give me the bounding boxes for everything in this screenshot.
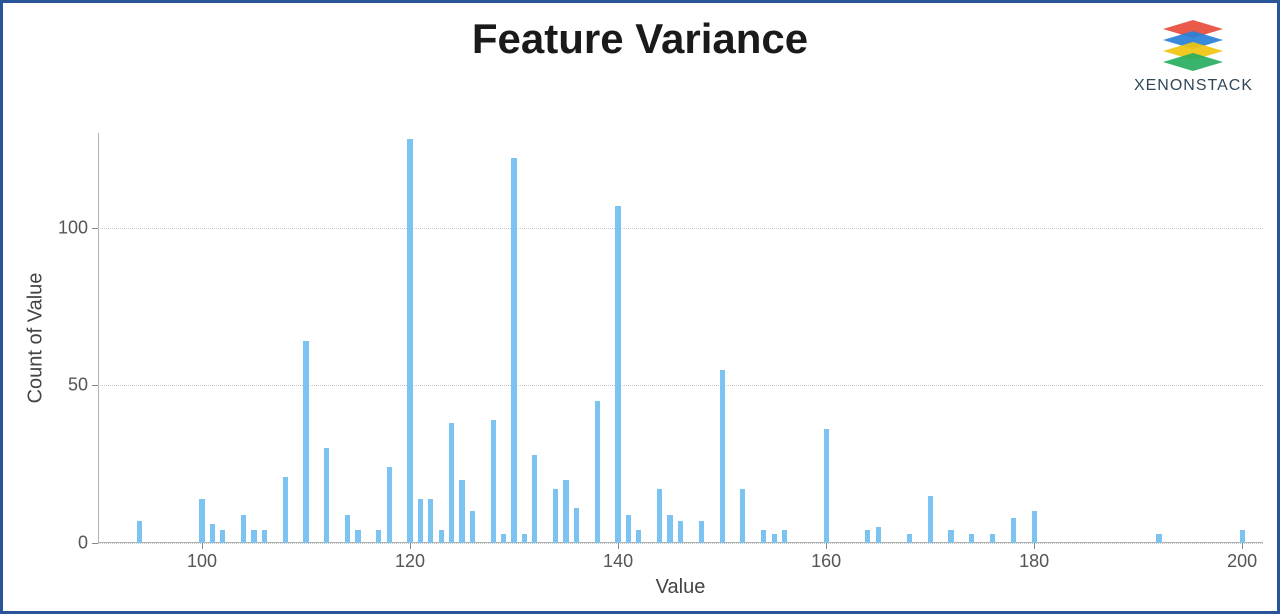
bar <box>1156 534 1161 543</box>
bar <box>740 489 745 543</box>
bar <box>636 530 641 543</box>
bar <box>907 534 912 543</box>
x-tick-mark <box>618 543 619 549</box>
x-tick-label: 100 <box>187 551 217 572</box>
y-axis-title: Count of Value <box>25 273 48 404</box>
brand-logo: XENONSTACK <box>1134 17 1253 95</box>
x-tick-mark <box>1242 543 1243 549</box>
y-axis-line <box>98 133 99 543</box>
y-tick-label: 50 <box>68 375 88 396</box>
bar <box>501 534 506 543</box>
bar <box>449 423 454 543</box>
bar <box>262 530 267 543</box>
x-tick-mark <box>826 543 827 549</box>
x-tick-label: 180 <box>1019 551 1049 572</box>
bar <box>532 455 537 543</box>
bar <box>407 139 412 543</box>
bar <box>761 530 766 543</box>
y-tick-label: 0 <box>78 533 88 554</box>
x-axis-title: Value <box>656 576 706 599</box>
plot-area: Count of Value Value 0501001001201401601… <box>98 133 1263 543</box>
bar <box>251 530 256 543</box>
bar <box>439 530 444 543</box>
bar <box>470 511 475 543</box>
bar <box>1011 518 1016 543</box>
bar <box>283 477 288 543</box>
bar <box>772 534 777 543</box>
bar <box>241 515 246 543</box>
y-tick-mark <box>92 543 98 544</box>
bar <box>199 499 204 543</box>
x-tick-mark <box>202 543 203 549</box>
x-tick-label: 140 <box>603 551 633 572</box>
x-tick-label: 160 <box>811 551 841 572</box>
bar <box>355 530 360 543</box>
bar <box>615 206 620 543</box>
bar <box>1032 511 1037 543</box>
bar <box>824 429 829 543</box>
grid-line <box>98 228 1263 229</box>
bar <box>626 515 631 543</box>
bar <box>595 401 600 543</box>
bar <box>210 524 215 543</box>
x-tick-mark <box>1034 543 1035 549</box>
bar <box>303 341 308 543</box>
bar <box>782 530 787 543</box>
grid-line <box>98 543 1263 544</box>
bar <box>137 521 142 543</box>
bar <box>657 489 662 543</box>
bar <box>522 534 527 543</box>
bar <box>428 499 433 543</box>
y-tick-mark <box>92 228 98 229</box>
bar <box>948 530 953 543</box>
bar <box>491 420 496 543</box>
chart-frame: Feature Variance XENONSTACK Count of Val… <box>0 0 1280 614</box>
bar <box>459 480 464 543</box>
bar <box>865 530 870 543</box>
bar <box>418 499 423 543</box>
bar <box>563 480 568 543</box>
bar <box>387 467 392 543</box>
bar <box>969 534 974 543</box>
bar <box>324 448 329 543</box>
chart-title: Feature Variance <box>3 15 1277 63</box>
bar <box>928 496 933 543</box>
y-tick-label: 100 <box>58 217 88 238</box>
bar <box>699 521 704 543</box>
x-tick-mark <box>410 543 411 549</box>
bar <box>667 515 672 543</box>
stack-icon <box>1157 17 1229 73</box>
x-tick-label: 200 <box>1227 551 1257 572</box>
bar <box>678 521 683 543</box>
brand-name: XENONSTACK <box>1134 77 1253 95</box>
bar <box>511 158 516 543</box>
bar <box>553 489 558 543</box>
bar <box>345 515 350 543</box>
bar <box>720 370 725 543</box>
bar <box>574 508 579 543</box>
bar <box>876 527 881 543</box>
bar <box>1240 530 1245 543</box>
bar <box>220 530 225 543</box>
bar <box>376 530 381 543</box>
x-tick-label: 120 <box>395 551 425 572</box>
y-tick-mark <box>92 385 98 386</box>
bar <box>990 534 995 543</box>
grid-line <box>98 385 1263 386</box>
